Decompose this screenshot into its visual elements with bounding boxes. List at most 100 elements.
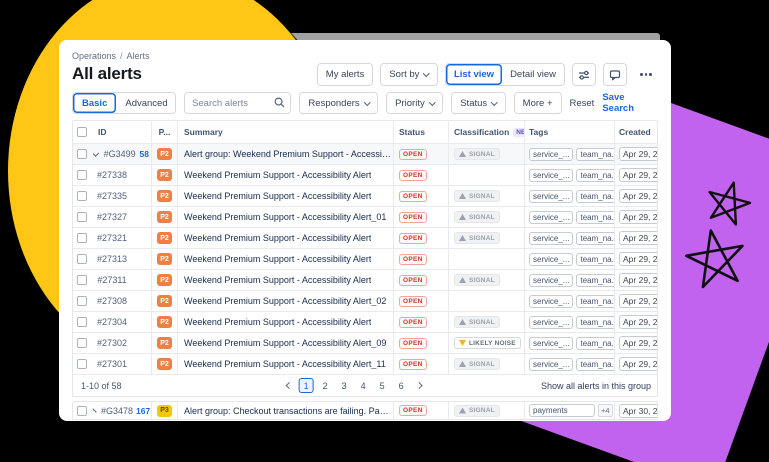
row-checkbox[interactable] <box>77 212 87 222</box>
select-all-checkbox[interactable] <box>77 127 87 137</box>
priority-filter-button[interactable]: Priority <box>386 92 444 114</box>
status-badge: OPEN <box>399 337 427 349</box>
row-checkbox[interactable] <box>77 191 87 201</box>
created-date: Apr 29, 20 <box>619 336 657 350</box>
tag-pill[interactable]: service_... <box>529 147 574 161</box>
responders-filter-button[interactable]: Responders <box>299 92 379 114</box>
column-header-status[interactable]: Status <box>393 121 448 143</box>
page-button[interactable]: 2 <box>322 380 328 391</box>
page-button[interactable]: 6 <box>398 380 404 391</box>
column-header-priority[interactable]: P... <box>151 121 177 143</box>
expand-chevron-icon[interactable] <box>92 408 97 413</box>
table-row[interactable]: #27338 P2 Weekend Premium Support - Access… <box>73 164 657 185</box>
priority-label: Priority <box>395 97 425 109</box>
page-button[interactable]: 4 <box>360 380 366 391</box>
breadcrumb-alerts[interactable]: Alerts <box>126 51 150 61</box>
table-row[interactable]: #G3478 167 P3 Alert group: Checkout transac… <box>73 402 657 419</box>
page-button[interactable]: 5 <box>379 380 385 391</box>
save-search-button[interactable]: Save Search <box>602 92 635 114</box>
row-checkbox[interactable] <box>77 275 87 285</box>
table-row[interactable]: #G3499 58 P2 Alert group: Weekend Premium S… <box>73 143 657 164</box>
feedback-button[interactable] <box>603 63 627 86</box>
row-checkbox[interactable] <box>77 296 87 306</box>
column-header-classification[interactable]: Classification NEW <box>448 121 524 143</box>
tag-pill[interactable]: service_... <box>529 210 574 224</box>
column-header-created[interactable]: Created <box>614 121 657 143</box>
warning-triangle-icon <box>459 214 466 220</box>
row-checkbox[interactable] <box>77 338 87 348</box>
table-row[interactable]: #27313 P2 Weekend Premium Support - Access… <box>73 248 657 269</box>
table-row[interactable]: #27304 P2 Weekend Premium Support - Access… <box>73 311 657 332</box>
table-row[interactable]: #27301 P2 Weekend Premium Support - Access… <box>73 353 657 374</box>
status-filter-button[interactable]: Status <box>451 92 506 114</box>
chevron-down-icon <box>428 98 436 106</box>
reset-button[interactable]: Reset <box>569 97 595 109</box>
classification-label: SIGNAL <box>469 360 495 368</box>
tag-pill[interactable]: team_na... <box>576 210 614 224</box>
tag-pill[interactable]: team_na... <box>576 252 614 266</box>
tag-pill[interactable]: team_na... <box>576 294 614 308</box>
tag-overflow-count[interactable]: +4 <box>598 404 613 417</box>
priority-badge: P2 <box>157 358 172 370</box>
show-all-alerts-link[interactable]: Show all alerts in this group <box>540 380 651 391</box>
next-page-button[interactable] <box>413 378 425 393</box>
my-alerts-button[interactable]: My alerts <box>316 63 374 86</box>
column-header-summary[interactable]: Summary <box>177 121 393 143</box>
tag-pill[interactable]: service_... <box>529 357 574 371</box>
table-row[interactable]: #27308 P2 Weekend Premium Support - Access… <box>73 290 657 311</box>
row-checkbox[interactable] <box>77 405 87 416</box>
tag-pill[interactable]: team_na... <box>576 273 614 287</box>
page-button[interactable]: 1 <box>298 378 314 393</box>
alert-summary: Weekend Premium Support - Accessibility … <box>184 275 372 285</box>
alert-id: #27302 <box>96 338 128 348</box>
alert-summary: Weekend Premium Support - Accessibility … <box>184 338 387 348</box>
column-header-tags[interactable]: Tags <box>524 121 614 143</box>
column-header-id[interactable]: ID <box>98 127 107 137</box>
tag-pill[interactable]: team_na... <box>576 168 614 182</box>
more-filters-button[interactable]: More + <box>513 92 562 114</box>
prev-page-button[interactable] <box>283 378 295 393</box>
row-checkbox[interactable] <box>77 359 87 369</box>
tag-pill[interactable]: team_na... <box>576 315 614 329</box>
column-settings-button[interactable] <box>572 63 596 86</box>
table-row[interactable]: #27311 P2 Weekend Premium Support - Access… <box>73 269 657 290</box>
tag-pill[interactable]: service_... <box>529 294 574 308</box>
advanced-mode-tab[interactable]: Advanced <box>125 97 168 109</box>
tag-pill[interactable]: service_... <box>529 231 574 245</box>
row-checkbox[interactable] <box>77 254 87 264</box>
warning-triangle-icon <box>459 235 466 241</box>
tag-pill[interactable]: team_na... <box>576 357 614 371</box>
table-row[interactable]: #27302 P2 Weekend Premium Support - Access… <box>73 332 657 353</box>
row-checkbox[interactable] <box>77 170 87 180</box>
breadcrumb-operations[interactable]: Operations <box>72 51 117 61</box>
tag-pill[interactable]: service_... <box>529 315 574 329</box>
table-row[interactable]: #27321 P2 Weekend Premium Support - Access… <box>73 227 657 248</box>
alert-id: #27335 <box>96 191 128 201</box>
tag-pill[interactable]: payments <box>529 404 595 417</box>
tag-pill[interactable]: team_na... <box>576 189 614 203</box>
expand-chevron-icon[interactable] <box>92 149 99 157</box>
detail-view-tab[interactable]: Detail view <box>510 69 556 80</box>
list-view-tab[interactable]: List view <box>445 64 503 85</box>
tag-pill[interactable]: service_... <box>529 273 574 287</box>
tag-pill[interactable]: service_... <box>529 189 574 203</box>
chevron-left-icon <box>285 381 293 390</box>
basic-mode-tab[interactable]: Basic <box>73 93 117 113</box>
row-checkbox[interactable] <box>77 233 87 243</box>
tag-pill[interactable]: team_na... <box>576 147 614 161</box>
tag-pill[interactable]: service_... <box>529 336 574 350</box>
tag-pill[interactable]: team_na... <box>576 336 614 350</box>
tag-pill[interactable]: team_na... <box>576 231 614 245</box>
status-badge: OPEN <box>399 295 427 307</box>
page-button[interactable]: 3 <box>341 380 347 391</box>
search-input[interactable] <box>184 92 292 114</box>
table-row[interactable]: #27327 P2 Weekend Premium Support - Access… <box>73 206 657 227</box>
tag-pill[interactable]: service_... <box>529 252 574 266</box>
more-actions-button[interactable] <box>634 63 658 86</box>
row-checkbox[interactable] <box>77 149 87 159</box>
sort-by-button[interactable]: Sort by <box>380 63 438 86</box>
tag-pill[interactable]: service_... <box>529 168 574 182</box>
table-row[interactable]: #27335 P2 Weekend Premium Support - Access… <box>73 185 657 206</box>
row-checkbox[interactable] <box>77 317 87 327</box>
created-date: Apr 30, 20 <box>619 403 657 418</box>
